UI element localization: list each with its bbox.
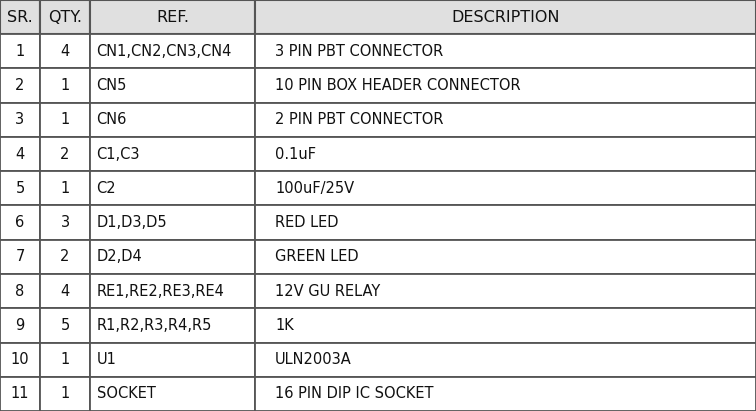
Text: 3: 3: [15, 112, 24, 127]
Bar: [40, 171, 90, 206]
Text: 1: 1: [60, 78, 70, 93]
Text: RED LED: RED LED: [275, 215, 339, 230]
Text: 100uF/25V: 100uF/25V: [275, 181, 354, 196]
Text: R1,R2,R3,R4,R5: R1,R2,R3,R4,R5: [97, 318, 212, 333]
Bar: [255, 308, 756, 342]
Text: 12V GU RELAY: 12V GU RELAY: [275, 284, 380, 299]
Bar: [0, 274, 40, 308]
Bar: [90, 34, 255, 69]
Text: C1,C3: C1,C3: [97, 147, 140, 162]
Bar: [40, 103, 90, 137]
Text: 2: 2: [60, 147, 70, 162]
Bar: [255, 69, 756, 103]
Bar: [0, 206, 40, 240]
Bar: [40, 0, 90, 34]
Text: 1: 1: [15, 44, 25, 59]
Text: 16 PIN DIP IC SOCKET: 16 PIN DIP IC SOCKET: [275, 386, 433, 402]
Text: 1: 1: [60, 112, 70, 127]
Bar: [90, 377, 255, 411]
Bar: [90, 103, 255, 137]
Text: 6: 6: [15, 215, 25, 230]
Bar: [0, 0, 40, 34]
Bar: [0, 342, 40, 377]
Text: CN1,CN2,CN3,CN4: CN1,CN2,CN3,CN4: [97, 44, 232, 59]
Text: 8: 8: [15, 284, 25, 299]
Text: 0.1uF: 0.1uF: [275, 147, 316, 162]
Bar: [40, 342, 90, 377]
Bar: [255, 103, 756, 137]
Text: 1: 1: [60, 386, 70, 402]
Bar: [40, 69, 90, 103]
Bar: [255, 34, 756, 69]
Text: 1: 1: [60, 181, 70, 196]
Text: QTY.: QTY.: [48, 9, 82, 25]
Bar: [90, 171, 255, 206]
Bar: [40, 240, 90, 274]
Bar: [0, 34, 40, 69]
Text: D2,D4: D2,D4: [97, 249, 142, 264]
Text: RE1,RE2,RE3,RE4: RE1,RE2,RE3,RE4: [97, 284, 225, 299]
Text: 5: 5: [60, 318, 70, 333]
Bar: [255, 377, 756, 411]
Bar: [0, 308, 40, 342]
Text: 5: 5: [15, 181, 25, 196]
Text: 11: 11: [11, 386, 29, 402]
Bar: [255, 240, 756, 274]
Bar: [40, 34, 90, 69]
Text: 10: 10: [11, 352, 29, 367]
Text: DESCRIPTION: DESCRIPTION: [451, 9, 559, 25]
Bar: [0, 103, 40, 137]
Text: 4: 4: [60, 284, 70, 299]
Bar: [90, 206, 255, 240]
Bar: [255, 206, 756, 240]
Bar: [0, 240, 40, 274]
Text: D1,D3,D5: D1,D3,D5: [97, 215, 167, 230]
Text: C2: C2: [97, 181, 116, 196]
Text: SOCKET: SOCKET: [97, 386, 156, 402]
Bar: [90, 137, 255, 171]
Text: 3 PIN PBT CONNECTOR: 3 PIN PBT CONNECTOR: [275, 44, 443, 59]
Bar: [40, 206, 90, 240]
Text: GREEN LED: GREEN LED: [275, 249, 358, 264]
Bar: [255, 171, 756, 206]
Text: 4: 4: [15, 147, 25, 162]
Bar: [0, 137, 40, 171]
Bar: [255, 137, 756, 171]
Text: 2 PIN PBT CONNECTOR: 2 PIN PBT CONNECTOR: [275, 112, 444, 127]
Bar: [90, 342, 255, 377]
Bar: [90, 308, 255, 342]
Bar: [90, 274, 255, 308]
Bar: [40, 137, 90, 171]
Text: 7: 7: [15, 249, 25, 264]
Text: CN6: CN6: [97, 112, 127, 127]
Bar: [90, 69, 255, 103]
Bar: [0, 171, 40, 206]
Text: 1: 1: [60, 352, 70, 367]
Text: SR.: SR.: [7, 9, 33, 25]
Bar: [90, 240, 255, 274]
Text: ULN2003A: ULN2003A: [275, 352, 352, 367]
Text: 9: 9: [15, 318, 25, 333]
Text: 3: 3: [60, 215, 70, 230]
Bar: [90, 0, 255, 34]
Bar: [0, 69, 40, 103]
Text: 10 PIN BOX HEADER CONNECTOR: 10 PIN BOX HEADER CONNECTOR: [275, 78, 521, 93]
Text: U1: U1: [97, 352, 116, 367]
Text: REF.: REF.: [156, 9, 189, 25]
Bar: [255, 342, 756, 377]
Bar: [40, 274, 90, 308]
Text: 2: 2: [60, 249, 70, 264]
Text: 2: 2: [15, 78, 25, 93]
Text: 4: 4: [60, 44, 70, 59]
Bar: [40, 308, 90, 342]
Bar: [0, 377, 40, 411]
Text: 1K: 1K: [275, 318, 294, 333]
Text: CN5: CN5: [97, 78, 127, 93]
Bar: [255, 274, 756, 308]
Bar: [255, 0, 756, 34]
Bar: [40, 377, 90, 411]
